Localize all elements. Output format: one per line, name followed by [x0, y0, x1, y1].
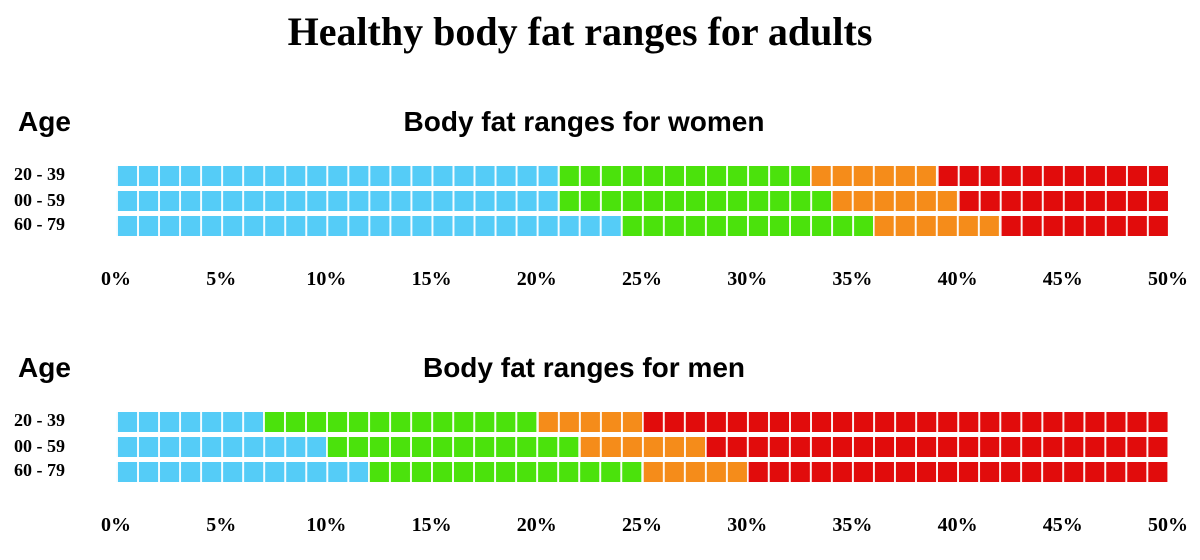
x-tick-label: 35%	[832, 268, 873, 290]
women-row-label-40-59: 00 - 59	[14, 190, 65, 210]
women-row-label-60-79: 60 - 79	[14, 214, 65, 234]
x-tick-label: 30%	[727, 514, 768, 536]
x-tick-label: 15%	[411, 268, 452, 290]
x-tick-label: 5%	[206, 268, 237, 290]
men-row-label-20-39: 20 - 39	[14, 410, 65, 430]
men-row-1-obese-segment	[705, 437, 1168, 457]
women-row-0-healthy-segment	[557, 166, 811, 186]
x-tick-label: 20%	[516, 514, 557, 536]
women-row-2-overweight-segment	[873, 216, 1000, 236]
women-chart-title: Body fat ranges for women	[403, 106, 765, 137]
women-age-label: Age	[18, 106, 71, 137]
men-row-2-overweight-segment	[642, 462, 748, 482]
x-tick-label: 20%	[516, 268, 557, 290]
x-tick-label: 50%	[1148, 268, 1188, 290]
x-tick-label: 25%	[622, 514, 662, 536]
men-row-label-60-79: 60 - 79	[14, 460, 65, 480]
women-row-1-overweight-segment	[831, 191, 958, 211]
x-tick-label: 45%	[1042, 514, 1083, 536]
x-tick-label: 50%	[1148, 514, 1188, 536]
women-row-2-healthy-segment	[620, 216, 874, 236]
x-tick-label: 30%	[727, 268, 768, 290]
women-row-1-healthy-segment	[557, 191, 832, 211]
women-row-0-underfat-segment	[116, 166, 558, 186]
x-tick-label: 25%	[622, 268, 662, 290]
women-row-1-underfat-segment	[116, 191, 558, 211]
women-row-1-obese-segment	[957, 191, 1168, 211]
men-chart-title: Body fat ranges for men	[422, 352, 746, 383]
x-tick-label: 45%	[1042, 268, 1083, 290]
men-row-0-underfat-segment	[116, 412, 264, 432]
women-row-2-underfat-segment	[116, 216, 621, 236]
men-row-1-healthy-segment	[326, 437, 579, 457]
men-age-label: Age	[18, 352, 71, 383]
x-tick-label: 10%	[306, 514, 347, 536]
men-row-0-obese-segment	[642, 412, 1168, 432]
women-row-2-obese-segment	[999, 216, 1168, 236]
women-row-0-overweight-segment	[810, 166, 937, 186]
x-tick-label: 40%	[937, 268, 978, 290]
men-row-0-overweight-segment	[536, 412, 642, 432]
men-bars	[116, 412, 1168, 482]
x-tick-label: 0%	[101, 514, 131, 536]
women-row-label-20-39: 20 - 39	[14, 164, 65, 184]
men-row-2-obese-segment	[747, 462, 1168, 482]
women-row-0-obese-segment	[936, 166, 1168, 186]
x-tick-label: 35%	[832, 514, 873, 536]
men-row-2-underfat-segment	[116, 462, 369, 482]
men-row-0-healthy-segment	[263, 412, 537, 432]
x-tick-label: 5%	[206, 514, 237, 536]
x-tick-label: 40%	[937, 514, 978, 536]
men-row-1-underfat-segment	[116, 437, 327, 457]
main-title: Healthy body fat ranges for adults	[287, 9, 873, 54]
x-tick-label: 10%	[306, 268, 347, 290]
men-row-label-40-59: 00 - 59	[14, 436, 65, 456]
men-row-1-overweight-segment	[578, 437, 706, 457]
women-bars	[116, 166, 1168, 236]
x-tick-label: 15%	[411, 514, 452, 536]
x-tick-label: 0%	[101, 268, 131, 290]
men-row-2-healthy-segment	[368, 462, 642, 482]
